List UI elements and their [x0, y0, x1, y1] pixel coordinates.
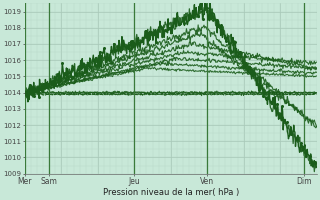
X-axis label: Pression niveau de la mer( hPa ): Pression niveau de la mer( hPa )	[103, 188, 239, 197]
